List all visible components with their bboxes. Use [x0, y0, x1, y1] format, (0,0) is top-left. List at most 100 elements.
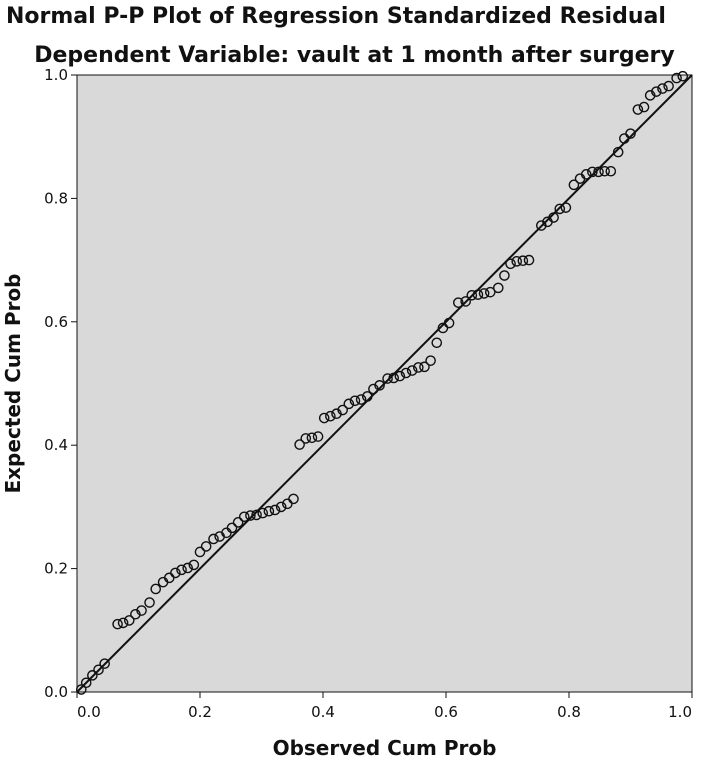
data-point	[677, 70, 689, 82]
data-point	[150, 583, 162, 595]
data-point	[144, 597, 155, 608]
x-tick-label: 0.4	[311, 703, 335, 721]
data-point	[349, 395, 361, 407]
data-point	[425, 355, 436, 366]
data-point	[361, 391, 373, 402]
data-point	[413, 362, 424, 373]
data-point	[368, 383, 379, 395]
data-point	[136, 605, 147, 616]
data-point	[651, 86, 662, 97]
data-point	[460, 296, 471, 307]
data-point	[343, 398, 355, 410]
data-point	[93, 664, 104, 676]
data-point	[194, 546, 206, 558]
data-point	[269, 504, 281, 516]
data-point	[226, 522, 238, 534]
data-point	[232, 517, 244, 528]
data-point	[632, 104, 644, 115]
data-point	[325, 410, 336, 422]
data-point	[536, 220, 547, 231]
x-axis-ticks: 0.0 0.2 0.4 0.6 0.8 1.0	[76, 692, 693, 721]
data-point	[466, 289, 478, 301]
chart-subtitle: Dependent Variable: vault at 1 month aft…	[34, 43, 675, 68]
data-point	[511, 256, 523, 267]
data-point	[554, 203, 566, 215]
data-point	[331, 408, 342, 420]
data-point	[612, 146, 624, 158]
data-point	[599, 165, 610, 177]
data-point	[400, 367, 412, 379]
data-point	[238, 511, 250, 523]
data-point	[275, 501, 287, 513]
data-point	[443, 317, 455, 329]
data-point	[499, 270, 510, 281]
data-point	[300, 433, 312, 444]
y-tick-label: 0.4	[44, 436, 68, 454]
y-tick-label: 1.0	[44, 66, 68, 84]
data-point	[548, 212, 559, 223]
data-point	[431, 337, 443, 349]
data-point	[560, 202, 572, 213]
data-point	[117, 617, 129, 629]
data-point	[638, 101, 650, 113]
chart-title: Normal P-P Plot of Regression Standardiz…	[6, 4, 666, 29]
data-point	[182, 562, 193, 574]
data-point	[251, 509, 262, 521]
data-point	[80, 677, 92, 689]
data-point	[505, 258, 516, 270]
data-point	[170, 567, 181, 579]
data-point	[394, 370, 406, 382]
data-point	[388, 372, 400, 384]
data-point	[374, 380, 385, 391]
data-point	[257, 507, 269, 519]
data-point	[484, 286, 496, 298]
data-point	[99, 658, 110, 669]
y-tick-label: 0.6	[44, 313, 68, 331]
data-point	[208, 533, 219, 545]
data-point	[605, 165, 617, 177]
data-point	[644, 90, 656, 101]
data-point	[263, 505, 275, 517]
data-point	[587, 166, 598, 178]
data-point	[123, 615, 135, 626]
data-point	[245, 510, 256, 521]
data-point	[355, 394, 367, 405]
data-point	[406, 365, 418, 376]
data-point	[318, 412, 330, 424]
data-point	[130, 608, 141, 620]
data-point	[517, 255, 529, 267]
data-point	[288, 493, 299, 505]
x-tick-label: 0.8	[557, 703, 581, 721]
data-point	[478, 288, 490, 299]
data-point	[580, 169, 592, 180]
data-point	[294, 439, 305, 450]
data-point	[200, 541, 212, 552]
data-point	[76, 684, 87, 695]
data-point	[188, 559, 200, 571]
data-point	[568, 179, 580, 191]
y-tick-label: 0.8	[44, 189, 68, 207]
data-point	[306, 432, 318, 444]
data-point	[312, 431, 324, 442]
data-point	[593, 166, 604, 178]
x-tick-label: 0.0	[77, 703, 101, 721]
y-axis-label: Expected Cum Prob	[1, 274, 25, 494]
data-point	[87, 670, 98, 681]
data-point	[176, 564, 187, 576]
data-point	[657, 83, 668, 94]
data-point	[625, 128, 636, 139]
data-point	[671, 72, 682, 84]
x-tick-label: 1.0	[668, 703, 692, 721]
y-tick-label: 0.0	[44, 683, 68, 701]
data-point	[452, 297, 464, 308]
data-points	[76, 70, 689, 695]
data-point	[492, 282, 504, 294]
y-axis-ticks: 0.0 0.2 0.4 0.6 0.8 1.0	[44, 66, 77, 701]
data-point	[523, 254, 535, 266]
data-point	[472, 289, 484, 300]
data-point	[382, 373, 393, 384]
x-tick-label: 0.2	[188, 703, 212, 721]
data-point	[663, 80, 674, 92]
x-axis-label: Observed Cum Prob	[273, 736, 497, 760]
